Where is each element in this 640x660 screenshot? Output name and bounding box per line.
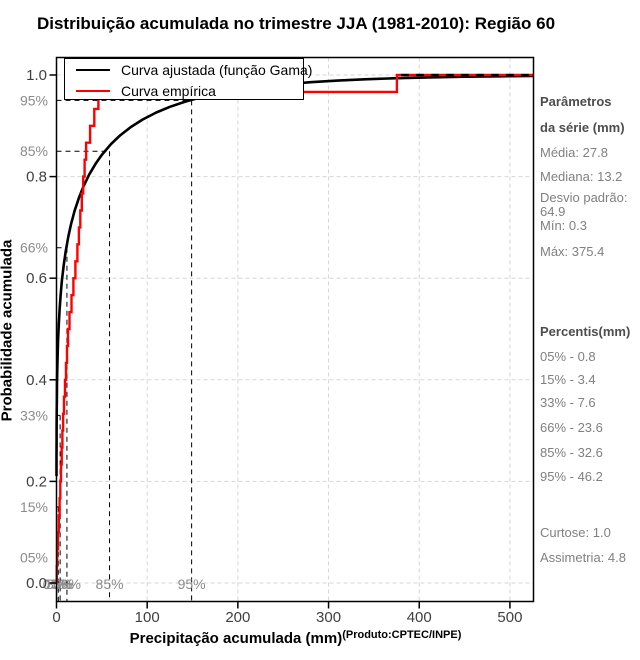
stat-kurtosis: Curtose: 1.0: [540, 525, 611, 540]
stat-mean: Média: 27.8: [540, 145, 608, 160]
percentile-95: 95% - 46.2: [540, 469, 603, 484]
y-tick-label: 0.2: [26, 473, 47, 490]
percentiles-header: Percentis(mm): [540, 324, 631, 339]
legend-item-fitted: Curva ajustada (função Gama): [65, 60, 312, 80]
y-percent-label-66%: 66%: [20, 240, 48, 256]
x-percent-label-15%: 15%: [44, 576, 72, 592]
stat-skewness: Assimetria: 4.8: [540, 550, 626, 565]
empirical-line-swatch: [76, 90, 110, 92]
stat-max: Máx: 375.4: [540, 244, 605, 259]
legend-item-empirical: Curva empírica: [65, 81, 303, 101]
y-tick-label: 0.4: [26, 372, 47, 389]
plot-frame: [55, 56, 535, 603]
empirical-curve: [55, 73, 534, 583]
y-percent-label-15%: 15%: [20, 499, 48, 515]
percentile-66: 66% - 23.6: [540, 420, 603, 435]
page-title: Distribuição acumulada no trimestre JJA …: [36, 14, 556, 33]
product-source-note: (Produto:CPTEC/INPE): [342, 629, 462, 641]
y-axis-title: Probabilidade acumulada: [0, 239, 16, 422]
y-tick-label: 0.6: [26, 270, 47, 287]
x-tick-label: 100: [135, 609, 160, 626]
percentile-15: 15% - 3.4: [540, 372, 596, 387]
x-percent-label-95%: 95%: [178, 576, 206, 592]
x-percent-label-85%: 85%: [96, 576, 124, 592]
percentile-85: 85% - 32.6: [540, 445, 603, 460]
x-percent-label-66%: 66%: [53, 576, 81, 592]
y-percent-label-33%: 33%: [20, 407, 48, 423]
params-header-line1: Parâmetros: [540, 94, 612, 109]
y-tick-label: 0.8: [26, 169, 47, 186]
stat-median: Mediana: 13.2: [540, 169, 623, 184]
y-percent-label-85%: 85%: [20, 143, 48, 159]
stat-min: Mín: 0.3: [540, 218, 587, 233]
x-tick-label: 0: [52, 609, 60, 626]
percentile-05: 05% - 0.8: [540, 349, 596, 364]
x-tick-label: 400: [407, 609, 432, 626]
y-percent-label-05%: 05%: [20, 550, 48, 566]
stat-stddev: Desvio padrão: 64.9: [540, 190, 628, 219]
x-percent-label-33%: 33%: [46, 576, 74, 592]
stats-sidebar: Parâmetros da série (mm) Média: 27.8 Med…: [540, 0, 638, 660]
x-tick-label: 500: [497, 609, 522, 626]
x-axis-title-text: Precipitação acumulada (mm): [129, 630, 343, 647]
percentile-33: 33% - 7.6: [540, 395, 596, 410]
y-tick-label: 0.0: [26, 575, 47, 592]
y-percent-label-95%: 95%: [20, 92, 48, 108]
params-header-line2: da série (mm): [540, 120, 625, 135]
fitted-line-swatch: [76, 69, 110, 71]
x-axis-title: Precipitação acumulada (mm)(Produto:CPTE…: [57, 629, 534, 647]
legend-empirical-label: Curva empírica: [121, 83, 216, 99]
fitted-curve: [55, 74, 534, 477]
x-tick-label: 300: [316, 609, 341, 626]
legend-fitted-label: Curva ajustada (função Gama): [121, 62, 313, 78]
x-tick-label: 200: [225, 609, 250, 626]
legend: Curva ajustada (função Gama) Curva empír…: [64, 58, 312, 101]
y-tick-label: 1.0: [26, 67, 47, 84]
